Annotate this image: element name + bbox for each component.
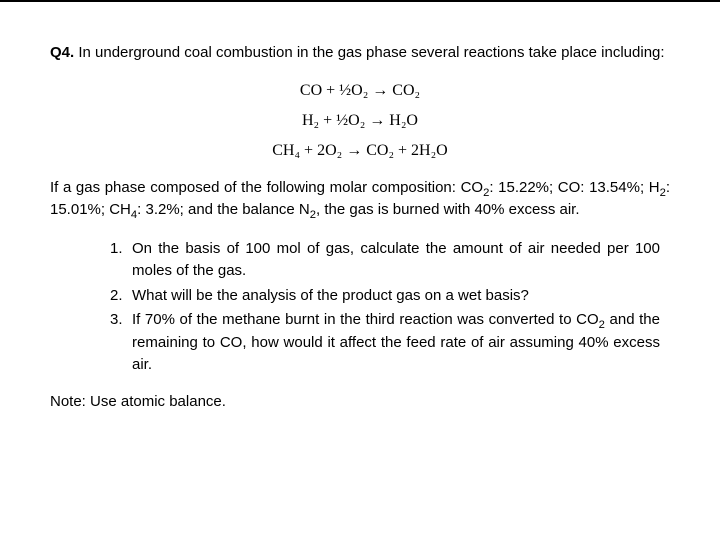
item-number: 2.	[110, 285, 132, 308]
item-number: 3.	[110, 309, 132, 377]
equation-2: H₂ + ½O₂ → H₂O	[50, 109, 670, 133]
list-item: 3. If 70% of the methane burnt in the th…	[110, 309, 660, 377]
mid-part1: If a gas phase composed of the following…	[50, 179, 483, 196]
question-list: 1. On the basis of 100 mol of gas, calcu…	[50, 238, 670, 377]
mid-part2: : 15.22%; CO: 13.54%; H	[489, 179, 659, 196]
list-item: 1. On the basis of 100 mol of gas, calcu…	[110, 238, 660, 283]
question-header: Q4. In underground coal combustion in th…	[50, 42, 670, 65]
composition-paragraph: If a gas phase composed of the following…	[50, 177, 670, 222]
equations-block: CO + ½O₂ → CO₂ H₂ + ½O₂ → H₂O CH₄ + 2O₂ …	[50, 79, 670, 163]
equation-1: CO + ½O₂ → CO₂	[50, 79, 670, 103]
item-body: What will be the analysis of the product…	[132, 285, 660, 308]
mid-part4: : 3.2%; and the balance N	[137, 201, 310, 218]
note-text: Note: Use atomic balance.	[50, 391, 670, 414]
question-number: Q4.	[50, 44, 74, 61]
question-intro: In underground coal combustion in the ga…	[74, 44, 664, 61]
item-body: On the basis of 100 mol of gas, calculat…	[132, 238, 660, 283]
item-body: If 70% of the methane burnt in the third…	[132, 309, 660, 377]
equation-3: CH₄ + 2O₂ → CO₂ + 2H₂O	[50, 139, 670, 163]
mid-part5: , the gas is burned with 40% excess air.	[316, 201, 579, 218]
list-item: 2. What will be the analysis of the prod…	[110, 285, 660, 308]
item-number: 1.	[110, 238, 132, 283]
item3-pre: If 70% of the methane burnt in the third…	[132, 311, 599, 328]
